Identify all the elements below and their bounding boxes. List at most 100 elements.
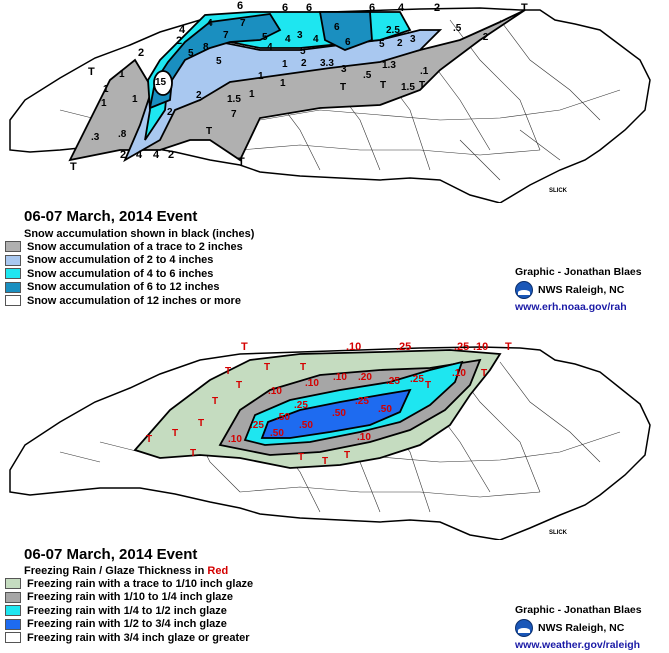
contour-label: 4 [179,24,186,36]
legend-item: Snow accumulation of 6 to 12 inches [5,281,243,295]
amount-label: .25 [355,396,369,407]
amount-label: 1.5 [227,94,241,105]
snow-amount-labels: 4 8 7 7 5 4 6 4 3 6 4 2.5 2 3 5 5 1.5 5 … [91,18,489,143]
credit-text: Graphic - Jonathan Blaes [515,604,642,616]
amount-label: .10 [268,386,282,397]
amount-label: 3.3 [320,58,334,69]
ice-legend: Freezing rain with a trace to 1/10 inch … [5,577,253,645]
legend-swatch [5,578,21,590]
snow-contour-labels: 6 6 6 6 4 2 T 4 2 2 T 2 4 4 2 T T [70,0,528,173]
snow-map: 6 6 6 6 4 2 T 4 2 2 T 2 4 4 2 T T 4 8 7 … [0,0,669,204]
amount-label: 1 [249,89,255,100]
ice-contour-labels: T .10 .25 .25 .10 T [241,341,512,353]
legend-swatch [5,281,21,293]
amount-label: .3 [91,132,100,143]
amount-label: T [298,452,304,463]
contour-label: 6 [237,0,243,12]
amount-label: T [225,366,231,377]
amount-label: 8 [203,42,209,53]
contour-label: T [88,66,95,78]
amount-label: 4 [207,18,213,29]
amount-label: .25 [386,376,400,387]
amount-label: 5 [379,39,385,50]
ice-zone-50-75 [260,388,412,439]
amount-label: T [172,428,178,439]
snow-title: 06-07 March, 2014 Event [24,208,198,225]
legend-label: Snow accumulation of 4 to 6 inches [27,267,214,280]
amount-label: 4 [285,34,291,45]
legend-label: Snow accumulation of 6 to 12 inches [27,281,220,294]
legend-swatch [5,618,21,630]
legend-item: Snow accumulation of 2 to 4 inches [5,254,243,268]
amount-label: .50 [332,408,346,419]
contour-label: 2 [120,149,126,161]
contour-label: .25 [396,341,411,353]
ice-subtitle-red: Red [207,565,229,577]
snow-subtitle: Snow accumulation shown in black (inches… [24,228,255,240]
office-link[interactable]: www.weather.gov/raleigh [515,639,641,651]
noaa-logo-icon [515,281,533,299]
office-row: NWS Raleigh, NC [515,619,642,637]
snow-credit-block: Graphic - Jonathan Blaes NWS Raleigh, NC… [515,266,642,313]
amount-label: T [264,362,270,373]
legend-label: Freezing rain with 1/4 to 1/2 inch glaze [27,604,227,617]
amount-label: 1 [282,59,288,70]
legend-item: Freezing rain with 1/4 to 1/2 inch glaze [5,604,253,618]
legend-item: Freezing rain with a trace to 1/10 inch … [5,577,253,591]
snow-legend: Snow accumulation of a trace to 2 inches… [5,240,243,308]
contour-label: 6 [282,2,288,14]
amount-label: .2 [480,32,489,43]
amount-label: 1.5 [401,82,415,93]
amount-label: T [322,456,328,467]
legend-label: Freezing rain with a trace to 1/10 inch … [27,577,254,590]
amount-label: T [300,362,306,373]
ice-map: T .10 .25 .25 .10 T .10 .10 .20 .25 .25 … [0,330,669,541]
amount-label: .20 [358,372,372,383]
contour-label: T [70,161,77,173]
amount-label: T [340,82,346,93]
amount-label: 7 [240,18,246,29]
amount-label: 2 [167,107,173,118]
legend-label: Snow accumulation of a trace to 2 inches [27,240,243,253]
amount-label: .10 [305,378,319,389]
legend-swatch [5,605,21,617]
amount-label: .10 [452,368,466,379]
amount-label: 3 [297,30,303,41]
contour-label: T [521,2,528,14]
amount-label: T [190,448,196,459]
amount-label: 2 [301,58,307,69]
amount-label: 6 [334,22,340,33]
amount-label: 2 [397,38,403,49]
amount-label: 1 [280,78,286,89]
contour-label: 6 [306,2,312,14]
office-link[interactable]: www.erh.noaa.gov/rah [515,301,627,313]
amount-label: 7 [223,30,229,41]
amount-label: 6 [345,37,351,48]
amount-label: 7 [231,109,237,120]
amount-label: 3 [341,64,347,75]
amount-label: T [146,434,152,445]
legend-label: Freezing rain with 1/2 to 3/4 inch glaze [27,618,227,631]
legend-swatch [5,632,21,644]
contour-label: 2 [434,2,440,14]
amount-label: 2.5 [386,25,400,36]
legend-swatch [5,268,21,280]
amount-label: 15 [155,77,167,88]
snow-map-canvas: 6 6 6 6 4 2 T 4 2 2 T 2 4 4 2 T T 4 8 7 … [9,0,651,204]
credit-text: Graphic - Jonathan Blaes [515,266,642,278]
contour-label: T [241,341,248,353]
contour-label: 2 [168,149,174,161]
amount-label: .5 [363,70,372,81]
amount-label: .25 [250,420,264,431]
amount-label: T [206,126,212,137]
amount-label: 5 [216,56,222,67]
amount-label: 3 [410,34,416,45]
amount-label: 1 [103,84,109,95]
legend-label: Snow accumulation of 2 to 4 inches [27,254,214,267]
ice-subtitle: Freezing Rain / Glaze Thickness in Red [24,565,228,577]
amount-label: T [380,80,386,91]
snow-zone-6-12 [148,11,373,110]
amount-label: T [425,380,431,391]
amount-label: T [198,418,204,429]
contour-label: .10 [346,341,361,353]
